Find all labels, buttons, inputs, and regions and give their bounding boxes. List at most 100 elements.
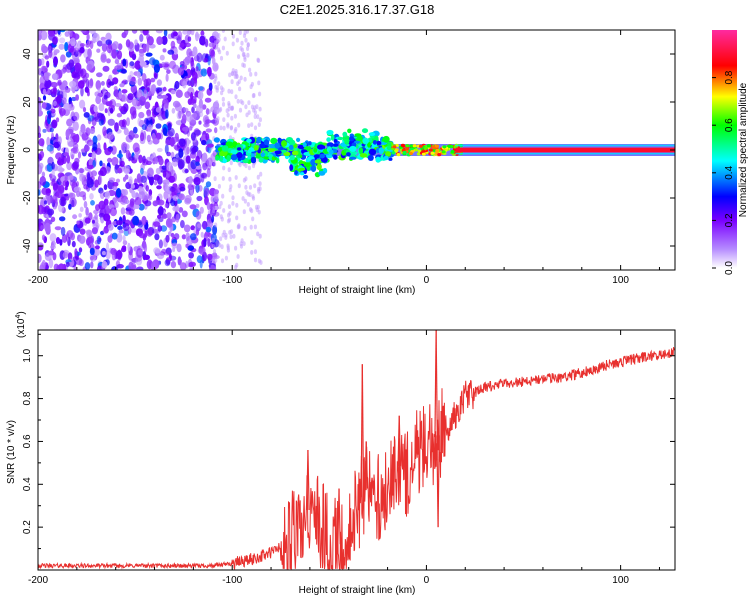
noise-speckle	[54, 226, 62, 231]
noise-speckle	[245, 112, 249, 118]
noise-speckle	[116, 50, 123, 60]
noise-speckle	[181, 114, 187, 124]
noise-speckle	[210, 264, 216, 270]
noise-speckle	[161, 35, 168, 46]
noise-speckle	[38, 34, 42, 41]
signal-blob	[236, 152, 243, 159]
noise-speckle	[55, 117, 60, 123]
noise-speckle	[170, 89, 176, 95]
signal-blob	[289, 139, 296, 146]
noise-speckle	[51, 73, 58, 80]
noise-speckle	[38, 30, 42, 35]
noise-speckle	[124, 30, 129, 36]
signal-blob	[378, 147, 384, 155]
signal-blob	[330, 134, 335, 141]
noise-speckle	[217, 184, 221, 189]
snr-spike	[437, 435, 440, 528]
noise-speckle	[129, 198, 135, 206]
noise-speckle	[152, 221, 161, 227]
snr-series-line	[38, 346, 675, 570]
noise-speckle	[244, 37, 248, 43]
noise-speckle	[198, 246, 206, 256]
noise-speckle	[231, 201, 235, 206]
noise-speckle	[238, 162, 242, 168]
noise-speckle	[220, 244, 224, 250]
signal-blob	[372, 140, 377, 145]
noise-speckle	[211, 215, 215, 223]
noise-speckle	[162, 86, 167, 92]
noise-speckle	[40, 30, 48, 41]
y-tick-label: 1.0	[22, 348, 33, 362]
noise-speckle	[232, 233, 236, 239]
noise-speckle	[68, 59, 75, 68]
noise-speckle	[221, 30, 225, 33]
noise-speckle	[221, 102, 226, 107]
noise-speckle	[165, 73, 169, 82]
noise-speckle	[227, 101, 231, 106]
noise-speckle	[170, 40, 176, 49]
noise-speckle	[157, 225, 163, 232]
noise-speckle	[112, 181, 119, 187]
signal-blob	[213, 137, 220, 143]
noise-speckle	[121, 69, 127, 74]
noise-speckle	[162, 127, 168, 136]
noise-speckle	[244, 184, 248, 190]
x-tick-label: 100	[612, 575, 629, 586]
noise-speckle	[185, 155, 191, 164]
x-tick-label: -200	[28, 575, 48, 586]
signal-blob	[302, 142, 307, 148]
signal-blob	[326, 142, 334, 148]
noise-speckle	[53, 87, 58, 96]
noise-speckle	[85, 229, 93, 236]
noise-speckle	[151, 261, 155, 270]
noise-speckle	[179, 262, 187, 270]
noise-speckle	[85, 78, 90, 89]
noise-speckle	[176, 111, 182, 120]
noise-speckle	[90, 200, 95, 206]
noise-speckle	[227, 167, 231, 173]
noise-speckle	[220, 258, 225, 264]
signal-blob	[431, 145, 436, 149]
noise-speckle	[193, 103, 197, 109]
noise-speckle	[57, 158, 62, 164]
noise-speckle	[51, 132, 54, 141]
noise-speckle	[205, 133, 210, 141]
noise-speckle	[217, 81, 221, 86]
noise-speckle	[89, 30, 96, 35]
noise-speckle	[175, 89, 183, 99]
noise-speckle	[143, 254, 151, 260]
noise-speckle	[55, 30, 59, 35]
noise-speckle	[177, 30, 183, 41]
noise-speckle	[132, 110, 137, 119]
noise-speckle	[181, 234, 187, 240]
noise-speckle	[51, 168, 55, 179]
noise-speckle	[229, 234, 233, 240]
noise-speckle	[101, 251, 106, 256]
noise-speckle	[99, 190, 105, 199]
noise-speckle	[134, 60, 141, 70]
noise-speckle	[234, 175, 238, 180]
noise-speckle	[211, 244, 215, 249]
signal-blob	[280, 149, 287, 153]
noise-speckle	[112, 41, 119, 50]
signal-blob	[430, 151, 435, 155]
noise-speckle	[240, 47, 245, 53]
signal-blob	[259, 143, 266, 149]
noise-speckle	[65, 261, 70, 268]
noise-speckle	[187, 245, 195, 251]
noise-speckle	[182, 80, 187, 89]
signal-blob	[263, 139, 270, 146]
signal-blob	[361, 128, 369, 134]
noise-speckle	[79, 68, 87, 79]
noise-speckle	[188, 252, 195, 259]
noise-speckle	[115, 201, 119, 208]
noise-speckle	[38, 246, 44, 251]
noise-speckle	[98, 103, 105, 112]
noise-speckle	[230, 79, 234, 85]
noise-speckle	[219, 200, 223, 206]
signal-blob	[221, 145, 229, 152]
noise-speckle	[60, 54, 66, 63]
signal-blob	[260, 152, 266, 158]
signal-blob	[289, 155, 296, 161]
noise-speckle	[44, 222, 51, 233]
